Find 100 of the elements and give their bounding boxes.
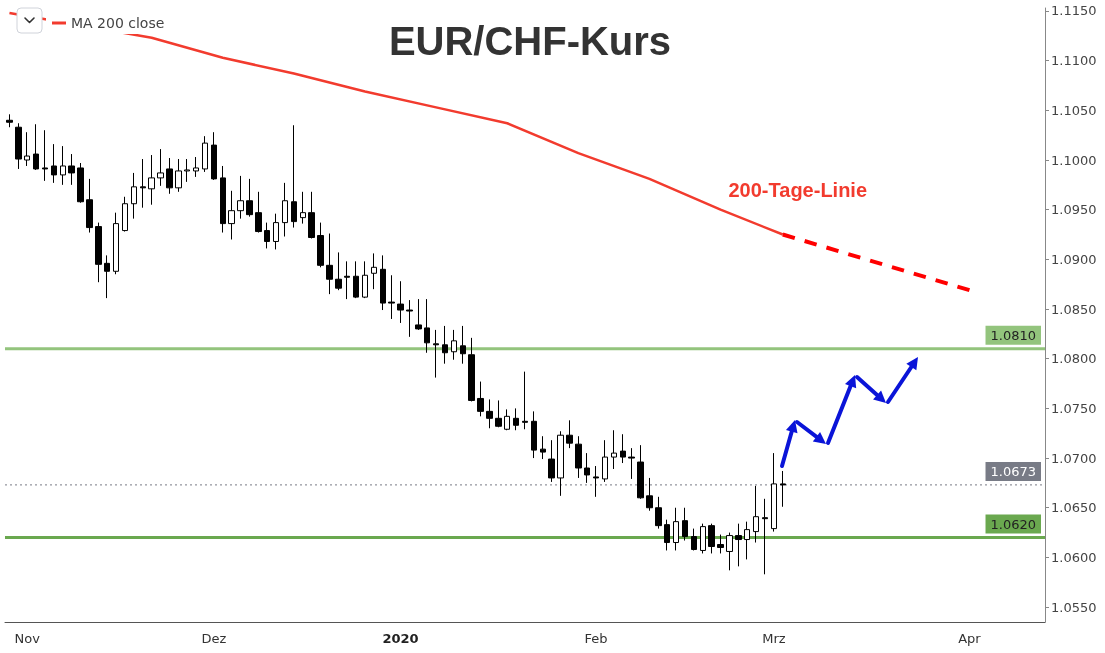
candlestick — [700, 523, 706, 554]
candlestick — [237, 175, 244, 220]
ref-line-label: 1.0810 — [990, 327, 1036, 343]
candlestick — [184, 158, 190, 183]
y-tick-label: 1.0750 — [1051, 400, 1097, 416]
candlestick — [211, 131, 217, 181]
candlestick — [460, 325, 466, 365]
x-tick-label: Nov — [14, 631, 41, 646]
legend-label: MA 200 close — [71, 15, 165, 31]
candlestick — [486, 398, 493, 429]
candlestick — [33, 123, 39, 171]
candlestick — [122, 196, 128, 233]
y-tick-label: 1.0550 — [1051, 599, 1097, 615]
candlestick — [602, 439, 608, 483]
y-tick-label: 1.0950 — [1051, 202, 1097, 218]
candlestick — [620, 433, 626, 464]
y-tick-label: 1.0700 — [1051, 450, 1097, 466]
candlestick — [202, 135, 208, 173]
candlestick — [193, 156, 199, 178]
y-tick-label: 1.1150 — [1051, 3, 1097, 19]
candlestick — [566, 419, 573, 449]
candlestick — [415, 298, 422, 331]
candlestick — [335, 251, 342, 291]
candlestick — [317, 222, 324, 268]
candlestick — [15, 122, 22, 170]
candlestick — [68, 153, 75, 186]
candlestick — [175, 158, 182, 193]
y-tick-label: 1.0850 — [1051, 301, 1097, 317]
candlestick — [86, 178, 93, 234]
y-tick-label: 1.0650 — [1051, 500, 1097, 516]
candlestick — [433, 329, 439, 379]
candlestick — [682, 507, 688, 542]
x-tick-label: Apr — [958, 631, 982, 646]
y-tick-label: 1.0900 — [1051, 251, 1097, 267]
candlestick — [380, 254, 386, 311]
candlestick — [451, 329, 457, 361]
x-tick-label: Feb — [584, 631, 608, 646]
candlestick — [691, 528, 697, 551]
ref-line-label: 1.0673 — [990, 463, 1036, 479]
candlestick — [495, 399, 502, 428]
candlestick — [113, 212, 119, 275]
candlestick — [24, 131, 30, 167]
candlestick — [522, 371, 528, 430]
candlestick — [548, 439, 555, 483]
candlestick — [104, 254, 110, 299]
x-tick-label: 2020 — [382, 631, 419, 646]
candlestick — [780, 470, 786, 508]
candlestick — [593, 465, 599, 498]
candlestick — [220, 165, 226, 234]
candlestick — [300, 191, 306, 225]
candlestick — [308, 191, 315, 239]
candlestick — [477, 381, 484, 417]
candlestick — [353, 260, 359, 299]
candlestick — [397, 280, 404, 324]
candlestick — [708, 523, 715, 554]
candlestick — [42, 129, 48, 182]
candlestick — [140, 158, 146, 209]
candlestick — [246, 178, 253, 218]
candlestick — [513, 407, 519, 431]
candlestick — [264, 222, 270, 249]
chart-title: EUR/CHF-Kurs — [388, 19, 672, 63]
candlestick — [282, 182, 288, 238]
candlestick — [771, 452, 777, 533]
candlestick — [664, 519, 670, 551]
candlestick — [388, 274, 395, 320]
candlestick — [95, 222, 102, 283]
y-tick-label: 1.0800 — [1051, 351, 1097, 367]
x-tick-label: Mrz — [762, 631, 786, 646]
candlestick — [291, 124, 297, 229]
candlestick — [362, 260, 368, 299]
candlestick — [540, 435, 546, 460]
candlestick — [762, 498, 768, 575]
candlestick — [60, 145, 66, 186]
candlestick — [406, 299, 413, 338]
candlestick — [531, 410, 537, 459]
candlestick — [424, 298, 430, 354]
candlestick — [611, 429, 617, 470]
candlestick — [166, 157, 173, 195]
candlestick — [371, 252, 377, 290]
candlestick — [131, 172, 137, 220]
candlestick — [726, 532, 733, 571]
ref-line-label: 1.0620 — [990, 516, 1036, 532]
candlestick — [753, 485, 759, 544]
candlestick — [637, 444, 644, 500]
annotation: 200-Tage-Linie — [728, 178, 868, 201]
candlestick — [557, 430, 564, 497]
candlestick — [148, 154, 155, 206]
candlestick — [744, 521, 750, 560]
x-tick-label: Dez — [201, 631, 227, 646]
candlestick — [735, 523, 742, 567]
y-tick-label: 1.0600 — [1051, 549, 1097, 565]
candlestick — [255, 191, 262, 234]
candlestick — [77, 162, 84, 204]
candlestick — [646, 477, 653, 512]
candlestick — [157, 148, 164, 187]
candlestick — [584, 452, 590, 484]
candlestick — [6, 113, 13, 128]
candlestick — [468, 337, 475, 402]
y-tick-label: 1.1000 — [1051, 152, 1097, 168]
candlestick — [273, 213, 279, 250]
